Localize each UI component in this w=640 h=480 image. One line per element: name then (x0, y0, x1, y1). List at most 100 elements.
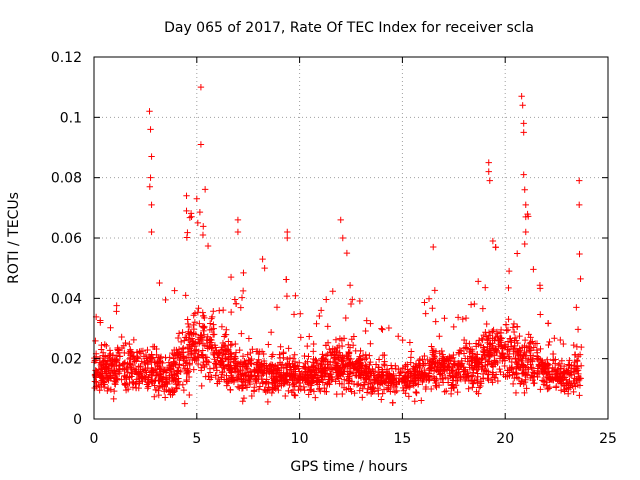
data-point (130, 336, 138, 344)
data-point (527, 339, 534, 346)
data-point (242, 382, 249, 390)
y-tick-label: 0.06 (51, 231, 82, 247)
data-point (225, 338, 232, 345)
data-point (545, 385, 552, 392)
data-point (289, 377, 296, 384)
data-point (144, 359, 152, 367)
data-point (155, 360, 162, 367)
data-point (283, 369, 290, 376)
data-point (317, 368, 325, 376)
data-point (169, 389, 177, 396)
data-point (310, 348, 317, 355)
data-point (283, 276, 290, 283)
data-point (495, 337, 503, 344)
data-point (99, 358, 107, 365)
data-point (467, 377, 475, 384)
data-point (362, 327, 369, 335)
data-point (227, 273, 235, 281)
data-point (521, 342, 528, 350)
data-point (427, 364, 435, 371)
data-point (192, 339, 199, 346)
data-point (332, 378, 339, 385)
data-point (122, 386, 130, 394)
data-point (391, 389, 399, 396)
data-point (313, 320, 320, 327)
data-point (272, 362, 279, 370)
data-point (478, 335, 485, 342)
data-point (530, 373, 538, 381)
data-point (116, 362, 123, 369)
data-point (324, 350, 331, 358)
data-point (434, 362, 441, 370)
data-point (129, 370, 136, 377)
data-point (283, 292, 291, 300)
data-point (568, 361, 575, 369)
data-point (187, 345, 194, 352)
data-point (492, 371, 500, 378)
data-point (289, 355, 297, 362)
data-point (379, 326, 386, 333)
data-point (145, 376, 152, 383)
data-point (170, 376, 177, 384)
data-point (280, 364, 288, 372)
data-point (302, 369, 309, 376)
data-point (200, 327, 207, 335)
data-point-spike (199, 231, 207, 239)
data-point (256, 383, 264, 390)
data-point (523, 385, 530, 392)
data-point (397, 368, 405, 376)
data-point (477, 382, 484, 390)
data-point (515, 357, 522, 364)
data-point (249, 346, 256, 353)
data-point (420, 375, 428, 382)
data-point (188, 213, 195, 220)
data-point (429, 347, 436, 354)
data-point (287, 367, 295, 375)
data-point (454, 314, 462, 321)
data-point (331, 349, 338, 356)
data-point (186, 361, 193, 369)
data-point (106, 347, 114, 354)
data-point (172, 352, 180, 359)
y-tick-labels: 0 0.02 0.04 0.06 0.08 0.1 0.12 (51, 50, 82, 428)
data-point (474, 379, 481, 386)
data-point (149, 343, 157, 350)
chart-title: Day 065 of 2017, Rate Of TEC Index for r… (164, 20, 534, 36)
data-point (134, 355, 142, 362)
data-point (195, 348, 202, 356)
data-point (260, 350, 267, 358)
data-point (462, 344, 469, 351)
data-point (136, 378, 143, 386)
data-point (395, 333, 402, 340)
data-point (575, 353, 582, 360)
data-point (91, 384, 98, 392)
data-point (400, 376, 408, 383)
data-point (436, 371, 444, 378)
data-point (239, 287, 247, 295)
data-point (253, 348, 260, 355)
data-point (421, 299, 428, 306)
data-point (313, 357, 320, 365)
data-point (255, 375, 262, 383)
data-point (281, 376, 289, 383)
data-point (538, 359, 545, 366)
data-point (246, 378, 253, 385)
data-point (204, 345, 211, 352)
data-point (428, 385, 435, 393)
data-point (305, 353, 312, 360)
data-point (145, 353, 153, 361)
data-point (340, 361, 347, 368)
data-point (239, 353, 247, 360)
data-point (381, 362, 388, 369)
data-point (528, 364, 535, 371)
data-point-spike (148, 201, 155, 209)
data-point (323, 381, 331, 388)
data-point (181, 400, 188, 407)
data-point (440, 360, 448, 368)
data-point (452, 377, 460, 384)
data-point (146, 371, 154, 378)
data-point (359, 394, 366, 401)
data-point (182, 292, 189, 299)
data-point (462, 314, 470, 322)
